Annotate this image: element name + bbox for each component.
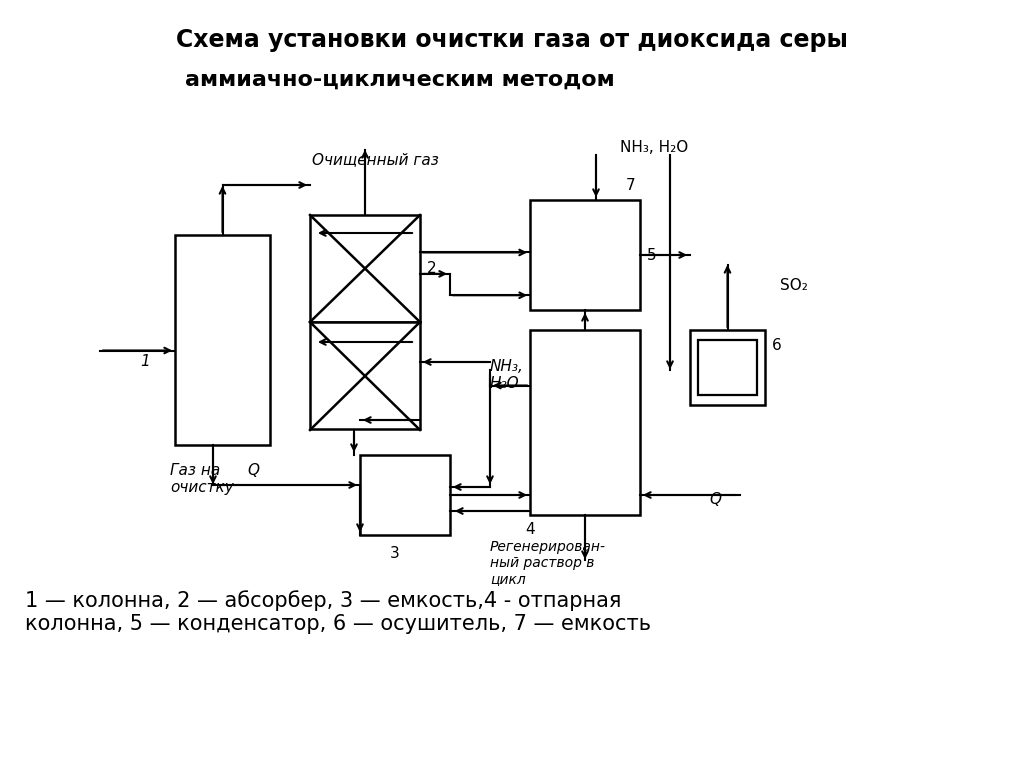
Text: 1 — колонна, 2 — абсорбер, 3 — емкость,4 - отпарная
колонна, 5 — конденсатор, 6 : 1 — колонна, 2 — абсорбер, 3 — емкость,4… <box>25 590 651 634</box>
Text: Регенерирован-
ный раствор в
цикл: Регенерирован- ный раствор в цикл <box>490 540 606 587</box>
Text: 4: 4 <box>525 522 535 538</box>
Bar <box>310 322 420 429</box>
Bar <box>690 330 765 405</box>
Text: Очищенный газ: Очищенный газ <box>311 153 438 167</box>
Text: Схема установки очистки газа от диоксида серы: Схема установки очистки газа от диоксида… <box>176 28 848 52</box>
Text: аммиачно-циклическим методом: аммиачно-циклическим методом <box>185 70 614 90</box>
Text: 3: 3 <box>390 545 400 561</box>
Bar <box>310 215 420 322</box>
Text: Газ на
очистку: Газ на очистку <box>170 463 233 495</box>
Bar <box>360 455 450 535</box>
Text: Q: Q <box>248 463 259 478</box>
Text: 5: 5 <box>647 248 656 262</box>
Text: SO₂: SO₂ <box>780 278 808 292</box>
Text: 1: 1 <box>140 354 150 368</box>
Text: NH₃,
H₂O: NH₃, H₂O <box>490 359 524 391</box>
Text: 2: 2 <box>427 261 437 276</box>
Bar <box>698 340 757 395</box>
Bar <box>175 235 270 445</box>
Text: Q: Q <box>709 492 721 508</box>
Bar <box>530 330 640 515</box>
Text: 6: 6 <box>772 337 782 353</box>
Text: 7: 7 <box>626 177 635 193</box>
Bar <box>530 200 640 310</box>
Text: NH₃, H₂O: NH₃, H₂O <box>620 140 688 156</box>
